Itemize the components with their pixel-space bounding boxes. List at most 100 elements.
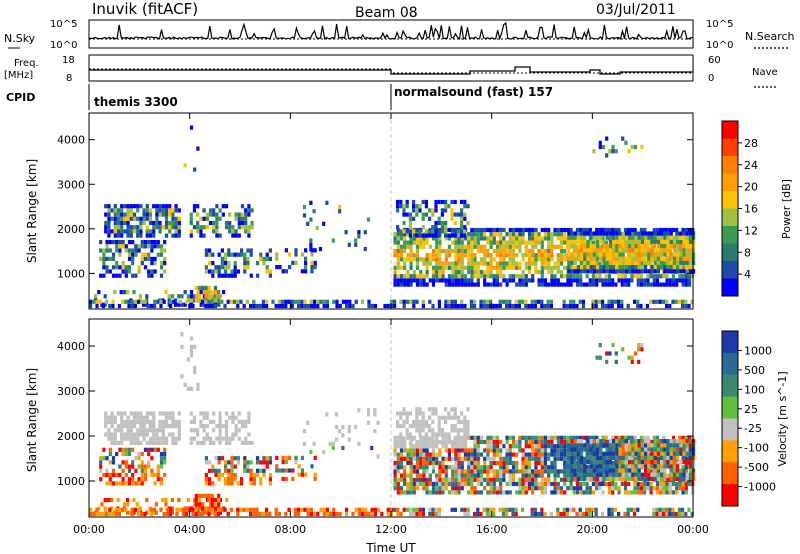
- velocity-cell: [319, 507, 323, 512]
- power-cell: [524, 274, 528, 279]
- power-cell: [366, 217, 371, 222]
- velocity-cell: [434, 440, 438, 445]
- power-cell: [612, 256, 616, 261]
- velocity-cell: [437, 415, 441, 420]
- power-colorbar-swatch: [722, 261, 738, 279]
- power-cell: [492, 257, 496, 262]
- velocity-cell: [550, 452, 554, 457]
- velocity-cell: [668, 507, 672, 512]
- power-cell: [636, 299, 640, 304]
- power-cell: [547, 248, 551, 254]
- power-cell: [533, 299, 537, 304]
- velocity-cell: [492, 448, 496, 453]
- power-cell: [116, 225, 121, 230]
- velocity-cell: [341, 424, 345, 430]
- power-cell: [534, 227, 538, 233]
- power-cell: [438, 236, 442, 241]
- power-cell: [136, 233, 140, 238]
- power-cell: [479, 244, 484, 249]
- velocity-cell: [518, 448, 522, 453]
- power-cell: [601, 144, 606, 150]
- velocity-cell: [332, 511, 336, 517]
- power-cell: [335, 303, 339, 309]
- power-cell: [483, 278, 487, 283]
- power-cell: [473, 253, 477, 258]
- velocity-cell: [207, 493, 211, 498]
- power-cell: [479, 257, 484, 262]
- velocity-cell: [661, 511, 665, 517]
- power-cell: [126, 208, 130, 213]
- power-cell: [652, 278, 656, 283]
- velocity-cell: [402, 407, 406, 412]
- power-cell: [676, 248, 680, 253]
- power-cell: [665, 257, 669, 262]
- velocity-cell: [550, 469, 554, 474]
- velocity-cell: [249, 477, 253, 482]
- power-cell: [229, 299, 233, 304]
- power-cell: [569, 282, 573, 287]
- power-cell: [147, 256, 151, 261]
- velocity-cell: [329, 511, 333, 517]
- velocity-cell: [441, 490, 445, 495]
- velocity-cell: [585, 486, 589, 491]
- velocity-cell: [505, 481, 509, 487]
- power-cell: [425, 240, 429, 245]
- velocity-cell: [291, 476, 295, 481]
- velocity-cell: [201, 506, 205, 511]
- velocity-cell: [110, 497, 114, 503]
- power-cell: [236, 269, 240, 274]
- power-cell: [669, 252, 673, 257]
- velocity-cell: [409, 465, 413, 470]
- velocity-cell: [123, 419, 127, 424]
- velocity-cell: [150, 468, 154, 473]
- velocity-cell: [403, 465, 407, 470]
- velocity-cell: [668, 511, 672, 517]
- power-cell: [479, 248, 484, 254]
- power-cell: [658, 299, 662, 304]
- velocity-cell: [409, 490, 413, 495]
- velocity-cell: [621, 347, 625, 352]
- velocity-cell: [501, 511, 505, 517]
- power-cell: [676, 269, 680, 274]
- velocity-cell: [422, 486, 426, 491]
- velocity-cell: [284, 460, 288, 465]
- velocity-cell: [492, 473, 496, 478]
- velocity-cell: [692, 455, 696, 460]
- velocity-cell: [213, 497, 218, 503]
- velocity-cell: [685, 443, 689, 448]
- power-cell: [687, 274, 692, 279]
- velocity-cell: [589, 460, 593, 465]
- power-cell: [405, 229, 409, 234]
- velocity-cell: [583, 460, 587, 465]
- velocity-cell: [515, 444, 519, 449]
- power-ytick-label: 3000: [57, 178, 85, 191]
- velocity-cell: [262, 460, 266, 465]
- power-cell: [669, 269, 673, 274]
- power-cell: [145, 298, 149, 303]
- power-cell: [650, 231, 654, 236]
- velocity-cell: [116, 424, 121, 429]
- power-cell: [470, 269, 474, 275]
- velocity-cell: [563, 456, 567, 461]
- velocity-cell: [682, 468, 686, 473]
- power-cell: [502, 265, 506, 270]
- velocity-cell: [386, 507, 390, 512]
- power-cell: [422, 236, 426, 241]
- power-cell: [460, 233, 464, 238]
- velocity-cell: [521, 477, 525, 482]
- velocity-cell: [663, 451, 667, 456]
- power-cell: [218, 208, 222, 213]
- power-cell: [136, 204, 140, 209]
- velocity-cell: [252, 511, 256, 517]
- velocity-cell: [421, 419, 425, 424]
- power-cell: [177, 233, 181, 238]
- velocity-cell: [508, 473, 512, 478]
- power-cell: [628, 248, 632, 253]
- velocity-cell: [441, 481, 445, 487]
- velocity-cell: [408, 440, 412, 445]
- power-cell: [437, 220, 441, 226]
- velocity-cell: [104, 419, 108, 424]
- velocity-cell: [169, 507, 173, 512]
- velocity-cell: [644, 439, 648, 444]
- velocity-cell: [580, 460, 584, 465]
